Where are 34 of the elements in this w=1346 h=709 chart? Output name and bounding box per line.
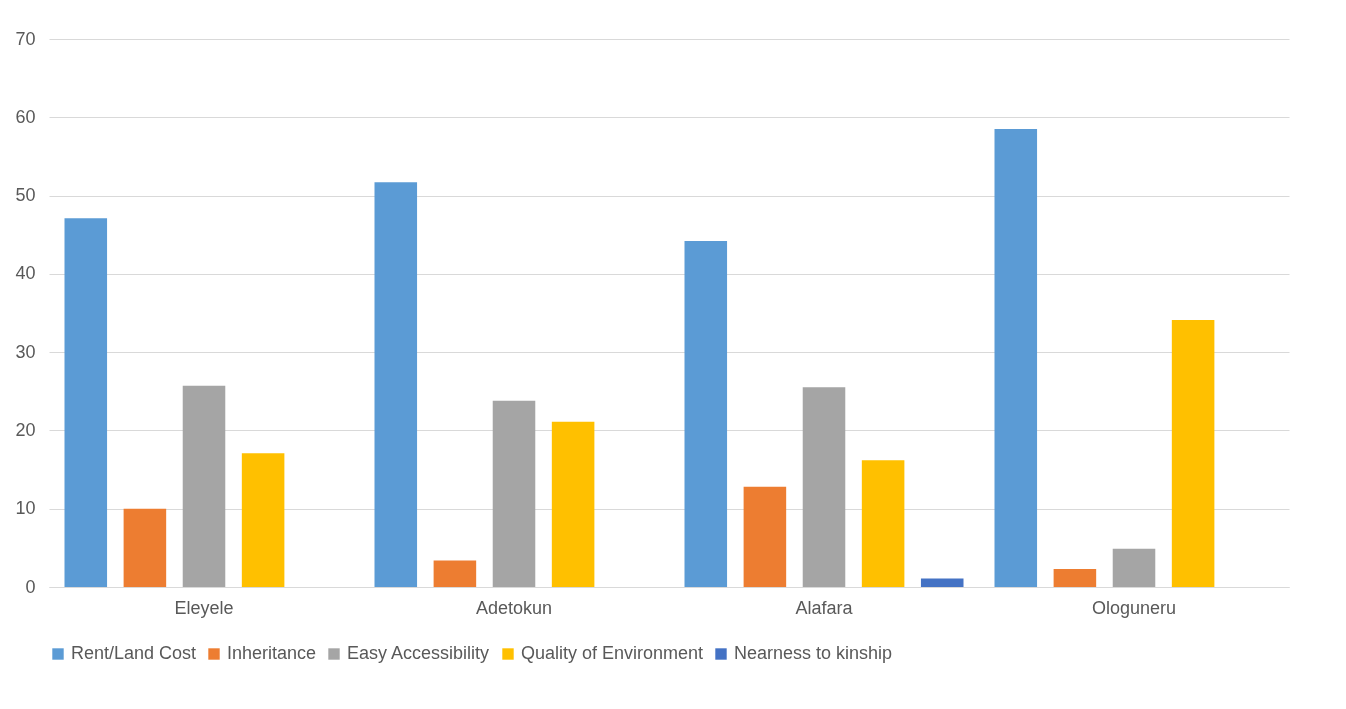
legend-label: Quality of Environment (521, 643, 704, 663)
bar (743, 486, 787, 587)
y-tick-label: 30 (15, 341, 36, 362)
bar (1171, 320, 1215, 587)
bar (241, 453, 285, 587)
x-tick-label: Ologuneru (1091, 597, 1177, 618)
x-tick-label: Adetokun (475, 597, 553, 618)
y-tick-label: 0 (25, 576, 36, 597)
x-tick-label: Alafara (795, 597, 854, 618)
bar (551, 421, 595, 587)
y-tick-label: 10 (15, 498, 36, 519)
bar (374, 182, 418, 587)
bar (123, 508, 167, 587)
legend-label: Easy Accessibility (347, 643, 490, 663)
bar (182, 385, 226, 587)
bar (492, 400, 536, 587)
bar (802, 387, 846, 587)
y-tick-label: 70 (15, 28, 36, 49)
bar (994, 129, 1038, 587)
bar (684, 240, 728, 587)
y-tick-label: 50 (15, 185, 36, 206)
y-tick-label: 60 (15, 106, 36, 127)
legend-label: Nearness to kinship (734, 643, 893, 663)
legend-label: Rent/Land Cost (71, 643, 197, 663)
bar (1053, 568, 1097, 587)
bar (861, 460, 905, 587)
legend-label: Inheritance (227, 643, 317, 663)
bar (64, 218, 108, 587)
bar (920, 578, 964, 587)
bar (433, 560, 477, 587)
x-tick-label: Eleyele (174, 597, 234, 618)
bar (1112, 548, 1156, 587)
y-tick-label: 40 (15, 263, 36, 284)
y-tick-label: 20 (15, 419, 36, 440)
